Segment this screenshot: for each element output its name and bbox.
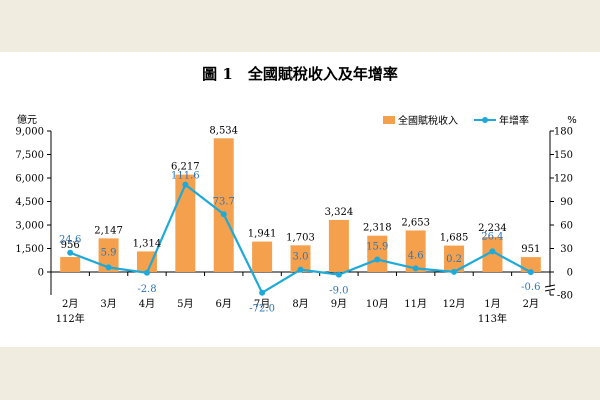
x-tick-label: 5月 <box>177 298 193 310</box>
bar <box>405 230 426 272</box>
bar-value-label: 956 <box>61 240 80 251</box>
bar <box>252 241 273 272</box>
bar <box>60 257 81 272</box>
bar-value-label: 3,324 <box>325 207 354 218</box>
x-tick-label: 2月 <box>62 298 78 310</box>
right-tick-label: 180 <box>554 127 573 138</box>
rate-point <box>105 264 112 271</box>
rate-value-label: 26.4 <box>481 231 503 242</box>
bar-value-label: 1,314 <box>133 238 162 249</box>
bar-value-label: 2,653 <box>401 217 430 228</box>
bar-value-label: 2,234 <box>478 223 507 234</box>
rate-point <box>451 268 458 275</box>
rate-value-label: 0.2 <box>446 254 462 265</box>
right-tick-label: 0 <box>567 268 573 279</box>
bar <box>444 245 465 272</box>
rate-value-label: 73.7 <box>213 196 235 207</box>
x-tick-label: 6月 <box>216 298 232 310</box>
chart-svg: 圖 1 全國賦稅收入及年增率 0 1,500 3,000 4,500 6,000 7,50… <box>15 65 576 325</box>
bar <box>175 174 196 272</box>
bar-value-label: 8,534 <box>209 125 238 136</box>
legend-line-label: 年增率 <box>499 114 529 127</box>
x-tick-label: 8月 <box>292 298 308 310</box>
left-tick-label: 9,000 <box>15 127 44 138</box>
bar-value-label: 2,318 <box>363 223 392 234</box>
left-tick-label: 7,500 <box>15 150 44 161</box>
axis-break-mark <box>544 288 556 292</box>
chart-title: 圖 1 全國賦稅收入及年增率 <box>202 65 398 83</box>
rate-point <box>220 211 227 218</box>
x-tick-label: 10月 <box>366 298 389 310</box>
right-axis-unit: % <box>567 115 577 126</box>
right-tick-label: 90 <box>560 197 573 208</box>
rate-point <box>335 271 342 278</box>
left-tick-label: 3,000 <box>15 221 44 232</box>
left-tick-label: 0 <box>38 268 44 279</box>
rate-point <box>374 256 381 263</box>
bar-value-label: 2,147 <box>94 225 123 236</box>
rate-point <box>412 265 419 272</box>
legend-bar-swatch <box>383 116 395 124</box>
right-tick-label: -80 <box>557 291 573 302</box>
right-tick-label: 120 <box>554 174 573 185</box>
legend-bar-label: 全國賦稅收入 <box>398 114 458 127</box>
bar <box>136 251 157 272</box>
rate-value-label: -0.6 <box>521 282 540 293</box>
rate-value-label: 4.6 <box>408 250 424 261</box>
left-tick-label: 4,500 <box>15 197 44 208</box>
rate-point <box>297 266 304 273</box>
x-tick-sublabel: 112年 <box>56 312 85 325</box>
rate-value-label: -9.0 <box>329 286 348 297</box>
bar <box>98 238 119 272</box>
rate-point <box>259 289 266 296</box>
right-tick-label: 30 <box>560 244 573 255</box>
bar <box>290 245 311 272</box>
rate-point <box>489 248 496 255</box>
rate-point <box>182 181 189 188</box>
bar-value-label: 951 <box>521 244 540 255</box>
chart-panel: 圖 1 全國賦稅收入及年增率 0 1,500 3,000 4,500 6,000 7,50… <box>0 52 600 347</box>
rate-value-label: 3.0 <box>293 252 309 263</box>
right-tick-label: 60 <box>560 221 573 232</box>
left-axis-unit: 億元 <box>17 113 37 126</box>
x-tick-label: 7月 <box>254 298 270 310</box>
left-tick-label: 1,500 <box>15 244 44 255</box>
x-tick-sublabel: 113年 <box>478 312 507 325</box>
x-tick-label: 4月 <box>139 298 155 310</box>
bar <box>482 237 503 272</box>
x-tick-label: 12月 <box>443 298 466 310</box>
bar <box>328 219 349 272</box>
bar <box>367 235 388 272</box>
x-tick-label: 1月 <box>484 298 500 310</box>
x-tick-label: 3月 <box>100 298 116 310</box>
rate-point <box>67 249 74 256</box>
legend: 全國賦稅收入 年增率 <box>383 114 529 127</box>
x-tick-label: 9月 <box>331 298 347 310</box>
rate-value-label: -72.0 <box>249 304 275 315</box>
rate-line-group <box>67 181 534 296</box>
x-tick-label: 2月 <box>523 298 539 310</box>
rate-point <box>143 269 150 276</box>
bar-value-label: 6,217 <box>171 162 200 173</box>
legend-line-marker <box>482 117 488 123</box>
data-labels-group: 956 2,147 1,314 6,217 8,534 1,941 1,703 3,324 2,… <box>59 125 540 314</box>
bar-value-label: 1,685 <box>440 233 469 244</box>
bar-value-label: 1,941 <box>248 229 277 240</box>
rate-value-label: 24.6 <box>59 235 81 246</box>
rate-value-label: -2.8 <box>137 284 156 295</box>
right-tick-label: 150 <box>554 150 573 161</box>
axis-break-mark <box>544 284 556 288</box>
rate-point <box>527 269 534 276</box>
bars-group <box>60 138 541 272</box>
bar <box>213 138 234 272</box>
rate-value-label: 111.6 <box>171 171 200 182</box>
left-tick-label: 6,000 <box>15 174 44 185</box>
bar-value-label: 1,703 <box>286 232 315 243</box>
rate-value-label: 5.9 <box>101 247 117 258</box>
rate-value-label: 15.9 <box>366 242 388 253</box>
x-tick-label: 11月 <box>404 298 427 310</box>
